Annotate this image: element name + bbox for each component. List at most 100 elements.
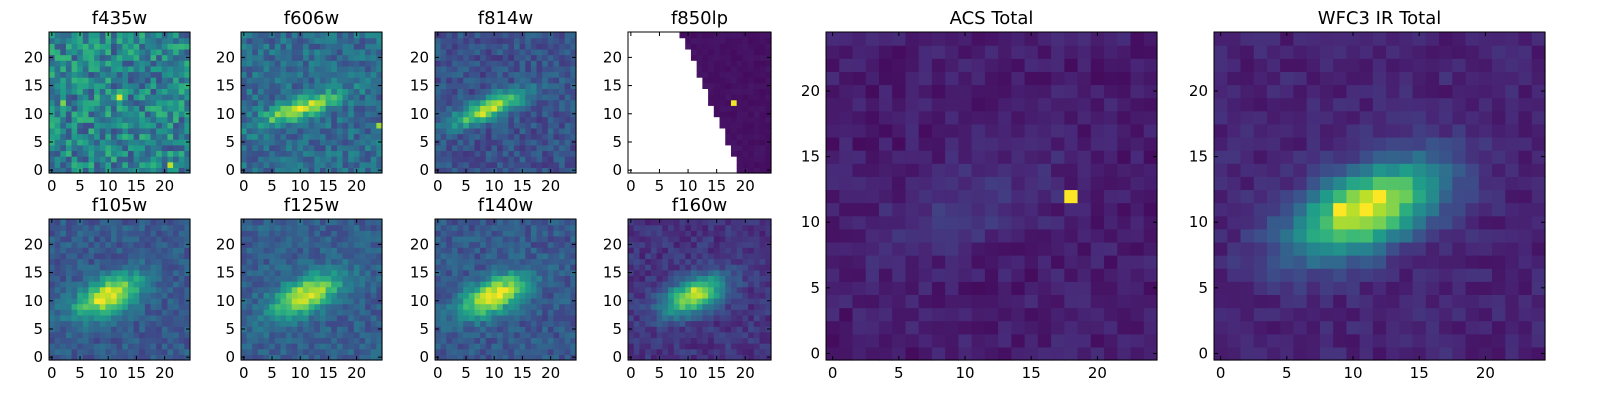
heatmap-cell: [314, 230, 321, 237]
heatmap-cell: [376, 122, 383, 129]
heatmap-cell: [331, 71, 338, 78]
heatmap-cell: [286, 82, 293, 89]
heatmap-cell: [60, 82, 67, 89]
heatmap-cell: [497, 348, 504, 355]
heatmap-cell: [257, 224, 265, 231]
heatmap-cell: [359, 292, 366, 299]
heatmap-cell: [633, 77, 641, 84]
heatmap-cell: [348, 48, 355, 56]
heatmap-cell: [348, 252, 355, 260]
heatmap-cell: [480, 167, 487, 174]
x-tick-label: 5: [461, 177, 471, 195]
plot-frame: [48, 31, 191, 174]
heatmap-cell: [365, 230, 372, 237]
heatmap-cell: [673, 309, 681, 316]
heatmap-cell: [60, 127, 67, 135]
heatmap-cell: [480, 133, 487, 140]
heatmap-cell: [54, 127, 61, 135]
heatmap-cell: [348, 82, 355, 89]
heatmap-cell: [269, 94, 276, 101]
heatmap-cell: [331, 110, 338, 118]
heatmap-cell: [656, 348, 663, 355]
heatmap-cell: [257, 139, 265, 146]
heatmap-cell: [662, 331, 669, 339]
heatmap-cell: [150, 37, 157, 44]
heatmap-cell: [485, 354, 492, 361]
heatmap-cell: [167, 281, 174, 288]
heatmap-cell: [263, 71, 270, 78]
heatmap-cell: [77, 343, 84, 350]
heatmap-cell: [161, 348, 169, 355]
heatmap-cell: [156, 320, 163, 327]
heatmap-cell: [759, 127, 766, 135]
heatmap-cell: [559, 122, 566, 129]
heatmap-cell: [463, 269, 470, 276]
heatmap-cell: [765, 303, 772, 310]
heatmap-cell: [639, 71, 646, 78]
heatmap-cell: [336, 292, 344, 299]
heatmap-cell: [753, 275, 761, 282]
heatmap-cell: [690, 161, 698, 168]
heatmap-cell: [144, 48, 152, 56]
heatmap-cell: [633, 71, 641, 78]
heatmap-cell: [656, 337, 663, 344]
heatmap-cell: [319, 252, 327, 260]
heatmap-cell: [71, 116, 78, 123]
heatmap-cell: [708, 88, 715, 95]
heatmap-cell: [184, 150, 191, 157]
heatmap-cell: [497, 281, 504, 288]
heatmap-cell: [519, 281, 526, 288]
heatmap-cell: [759, 326, 766, 333]
heatmap-cell: [736, 43, 743, 50]
heatmap-cell: [553, 314, 560, 322]
heatmap-cell: [474, 133, 481, 140]
heatmap-cell: [656, 156, 663, 163]
heatmap-cell: [645, 32, 652, 39]
heatmap-cell: [530, 65, 538, 73]
heatmap-cell: [497, 156, 504, 163]
heatmap-cell: [759, 60, 766, 67]
heatmap-cell: [252, 133, 259, 140]
heatmap-cell: [161, 105, 169, 112]
y-tick-label: 5: [225, 320, 235, 338]
heatmap-cell: [71, 99, 78, 106]
heatmap-cell: [241, 116, 248, 123]
heatmap-cell: [730, 82, 738, 89]
heatmap-cell: [530, 133, 538, 140]
heatmap-cell: [82, 235, 90, 243]
heatmap-cell: [49, 320, 56, 327]
heatmap-cell: [713, 65, 721, 73]
heatmap-cell: [645, 60, 652, 67]
heatmap-cell: [116, 241, 123, 248]
heatmap-cell: [513, 94, 521, 101]
heatmap-cell: [150, 264, 157, 271]
heatmap-cell: [485, 348, 492, 355]
heatmap-cell: [668, 105, 675, 112]
heatmap-cell: [133, 281, 140, 288]
heatmap-cell: [713, 275, 721, 282]
heatmap-cell: [308, 105, 315, 112]
heatmap-cell: [105, 258, 112, 265]
heatmap-cell: [342, 133, 349, 140]
heatmap-cell: [246, 54, 253, 61]
heatmap-cell: [765, 88, 772, 95]
heatmap-cell: [178, 133, 185, 140]
heatmap-cell: [730, 354, 738, 361]
heatmap-cell: [508, 258, 515, 265]
heatmap-cell: [370, 224, 377, 231]
heatmap-cell: [513, 241, 521, 248]
heatmap-cell: [111, 331, 118, 339]
heatmap-cell: [359, 122, 366, 129]
heatmap-cell: [263, 150, 270, 157]
heatmap-cell: [748, 60, 755, 67]
heatmap-cell: [536, 116, 543, 123]
heatmap-cell: [314, 48, 321, 56]
heatmap-cell: [570, 337, 577, 344]
heatmap-cell: [252, 326, 259, 333]
heatmap-cell: [553, 264, 560, 271]
heatmap-cell: [263, 348, 270, 355]
heatmap-cell: [286, 60, 293, 67]
heatmap-cell: [348, 60, 355, 67]
heatmap-cell: [446, 139, 453, 146]
heatmap-cell: [348, 77, 355, 84]
